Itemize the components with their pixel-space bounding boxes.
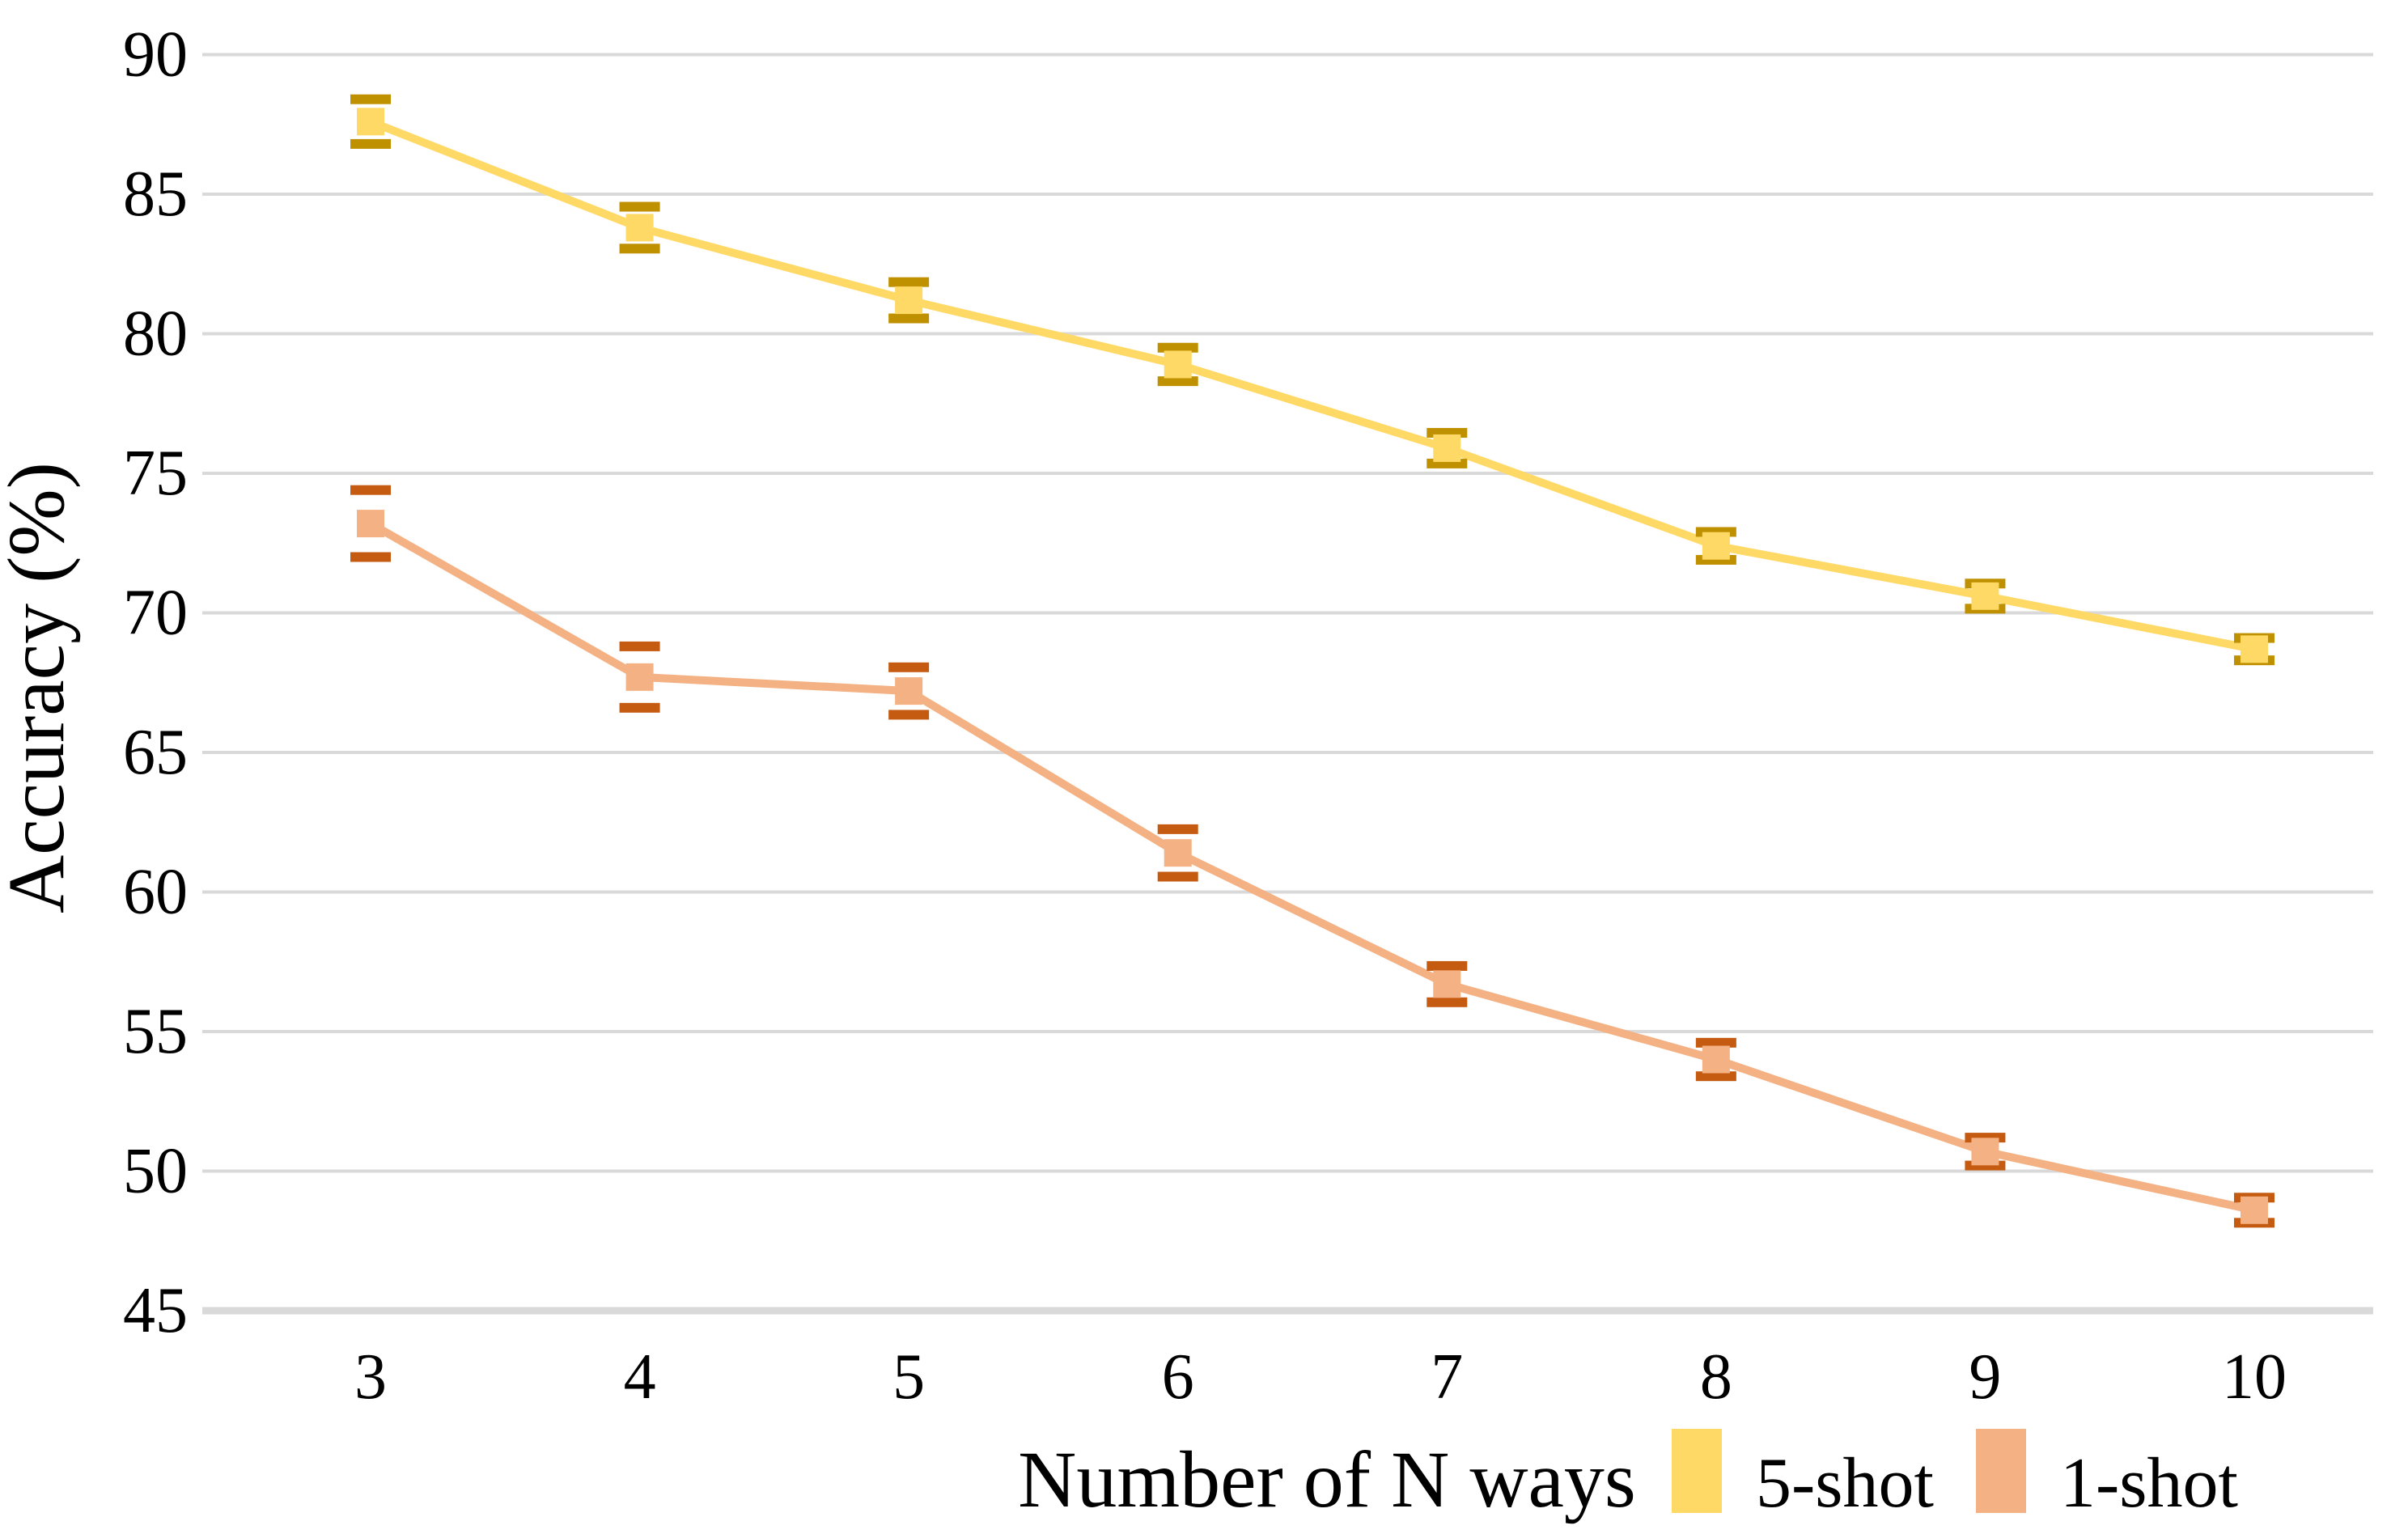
x-tick-label: 10	[2222, 1341, 2287, 1413]
error-bar-cap	[1695, 1037, 1736, 1048]
error-bar-cap	[1157, 871, 1198, 882]
data-point-marker	[625, 663, 654, 691]
y-tick-label: 75	[123, 438, 188, 509]
data-point-marker	[1433, 970, 1461, 998]
data-point-marker	[895, 286, 923, 315]
error-bar-cap	[888, 662, 930, 672]
error-bar-cap	[619, 244, 660, 254]
error-bar-cap	[1157, 376, 1198, 387]
x-tick-label: 9	[1969, 1341, 2001, 1413]
series-line	[368, 519, 2256, 1214]
y-tick-label: 55	[123, 996, 188, 1067]
data-point-marker	[1971, 582, 1999, 610]
error-bar-cap	[1427, 960, 1468, 971]
data-point-marker	[1702, 532, 1730, 560]
error-bar-cap	[350, 138, 391, 149]
error-bar-cap	[350, 94, 391, 104]
data-point-marker	[357, 108, 384, 136]
error-bar-cap	[1157, 824, 1198, 834]
error-bar-cap	[1695, 1071, 1736, 1082]
error-bar-cap	[888, 277, 930, 287]
x-tick-label: 6	[1162, 1341, 1194, 1413]
data-point-marker	[895, 677, 923, 706]
x-axis-tick-labels: 3 4 5 6 7 8 9 10	[354, 1341, 2287, 1413]
legend-swatch-1-shot	[1976, 1429, 2026, 1513]
error-bar-cap	[888, 313, 930, 324]
y-tick-label: 45	[123, 1275, 188, 1346]
data-point-marker	[357, 510, 384, 538]
legend-label-1-shot: 1-shot	[2060, 1444, 2238, 1523]
y-tick-label: 80	[123, 299, 188, 370]
x-tick-label: 7	[1431, 1341, 1463, 1413]
y-tick-label: 90	[123, 19, 188, 91]
error-bar-cap	[350, 485, 391, 495]
data-point-marker	[1164, 839, 1192, 867]
error-bar-cap	[619, 641, 660, 651]
y-axis-title: Accuracy (%)	[0, 462, 81, 913]
y-axis-tick-labels: 45 50 55 60 65 70 75 80 85 90	[123, 19, 188, 1347]
legend-label-5-shot: 5-shot	[1756, 1444, 1934, 1523]
y-tick-label: 50	[123, 1136, 188, 1207]
series-1-shot	[350, 485, 2274, 1228]
data-point-marker	[2240, 635, 2268, 663]
error-bar-cap	[1157, 342, 1198, 353]
legend-swatch-5-shot	[1672, 1429, 1722, 1513]
gridlines	[202, 53, 2373, 1173]
error-bar-cap	[1427, 997, 1468, 1007]
x-tick-label: 3	[354, 1341, 387, 1413]
data-point-marker	[1702, 1045, 1730, 1074]
y-tick-label: 60	[123, 857, 188, 928]
series-5-shot	[350, 94, 2274, 666]
x-axis-title: Number of N ways	[1018, 1434, 1636, 1524]
y-tick-label: 65	[123, 717, 188, 788]
data-point-marker	[1433, 434, 1461, 462]
legend: 5-shot 1-shot	[1672, 1429, 2238, 1523]
x-tick-label: 5	[892, 1341, 925, 1413]
y-tick-label: 85	[123, 159, 188, 230]
x-tick-label: 4	[624, 1341, 656, 1413]
data-point-marker	[2240, 1196, 2268, 1224]
error-bar-cap	[888, 710, 930, 720]
y-tick-label: 70	[123, 578, 188, 649]
data-point-marker	[1164, 350, 1192, 379]
x-tick-label: 8	[1700, 1341, 1732, 1413]
data-point-marker	[1971, 1138, 1999, 1166]
error-bar-cap	[619, 201, 660, 212]
series-line	[369, 117, 2255, 654]
data-point-marker	[625, 214, 654, 242]
error-bar-cap	[350, 552, 391, 562]
error-bar-cap	[619, 702, 660, 713]
